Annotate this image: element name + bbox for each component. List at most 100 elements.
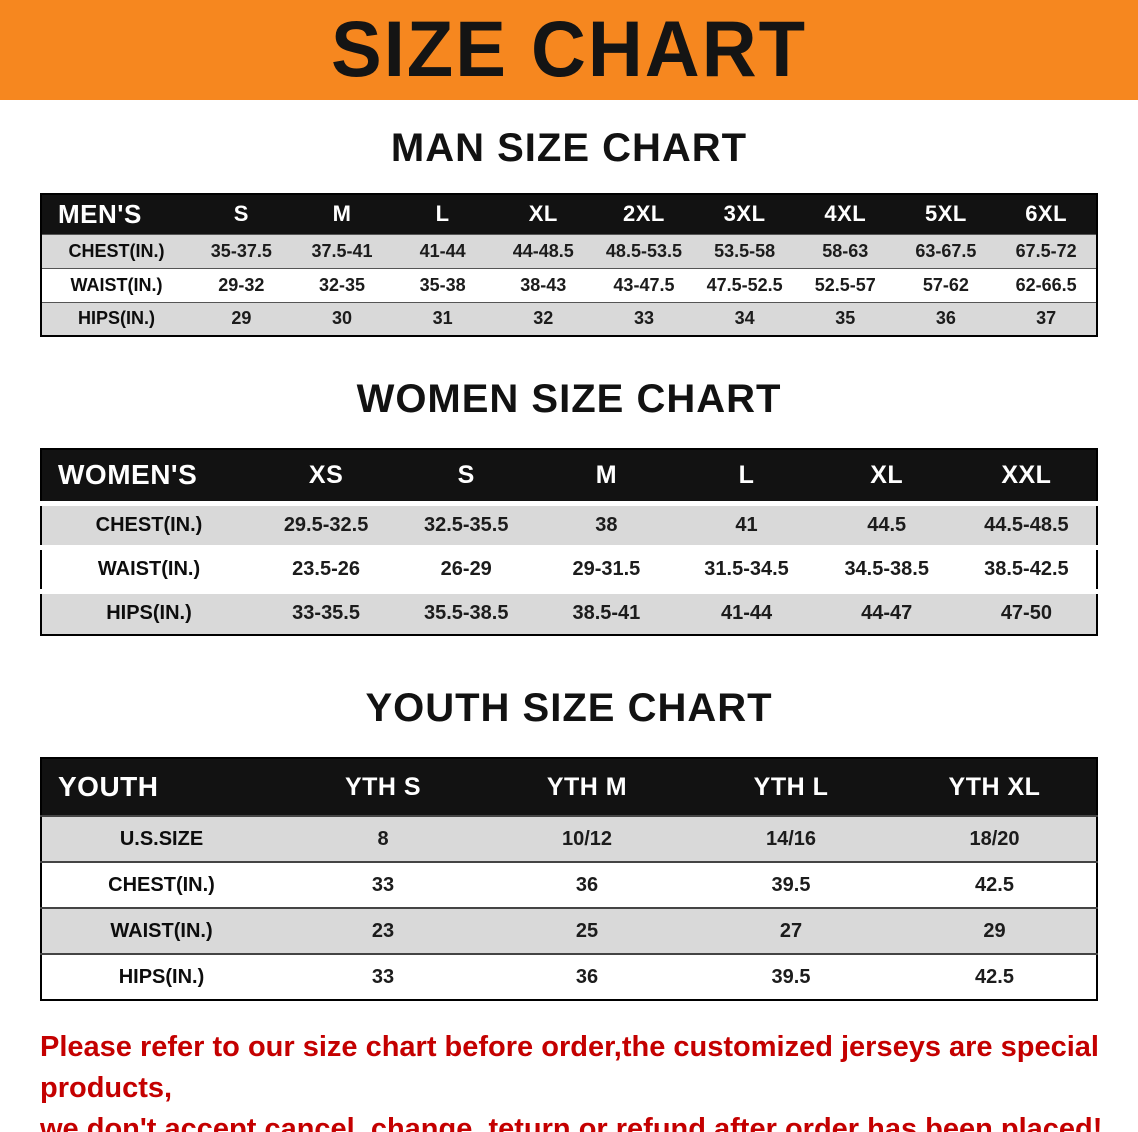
table-row: HIPS(IN.) 33 36 39.5 42.5	[41, 953, 1097, 1000]
size-value-cell: 23.5-26	[256, 544, 397, 591]
row-label-cell: WAIST(IN.)	[41, 907, 281, 954]
row-label-cell: CHEST(IN.)	[41, 500, 256, 547]
size-value-cell: 29-31.5	[536, 544, 677, 591]
size-value-cell: 37.5-41	[291, 233, 393, 268]
size-value-cell: 33	[281, 861, 485, 908]
row-label-cell: HIPS(IN.)	[41, 953, 281, 1000]
disclaimer-note: Please refer to our size chart before or…	[40, 1027, 1108, 1132]
size-chart-banner: SIZE CHART	[0, 0, 1138, 100]
row-label-cell: CHEST(IN.)	[41, 861, 281, 908]
section-heading-youth: YOUTH SIZE CHART	[365, 686, 773, 730]
size-value-cell: 37	[996, 301, 1097, 336]
mens-size-section: MAN SIZE CHART MEN'S S M L XL 2XL 3XL 4XL 5XL 6XL…	[0, 126, 1138, 337]
table-row: WAIST(IN.) 23 25 27 29	[41, 907, 1097, 954]
table-row: WAIST(IN.) 23.5-26 26-29 29-31.5 31.5-34.5 34…	[41, 544, 1097, 591]
size-value-cell: 30	[291, 301, 393, 336]
size-value-cell: 34	[694, 301, 795, 336]
table-header-row: WOMEN'S XS S M L XL XXL	[41, 449, 1097, 503]
womens-size-table: WOMEN'S XS S M L XL XXL CHEST(IN.) 29.5-32.5 32.…	[40, 448, 1098, 636]
size-header-cell: S	[191, 194, 292, 234]
size-header-cell: XL	[492, 194, 594, 234]
size-value-cell: 32.5-35.5	[396, 500, 537, 547]
category-header-cell: MEN'S	[41, 194, 191, 234]
size-value-cell: 33	[593, 301, 695, 336]
size-value-cell: 58-63	[794, 233, 896, 268]
size-value-cell: 27	[689, 907, 893, 954]
youth-size-section: YOUTH SIZE CHART YOUTH YTH S YTH M YTH L YTH…	[0, 686, 1138, 1001]
table-row: HIPS(IN.) 33-35.5 35.5-38.5 38.5-41 41-44 44-…	[41, 588, 1097, 635]
size-header-cell: M	[291, 194, 393, 234]
size-header-cell: YTH L	[689, 758, 893, 816]
table-row: CHEST(IN.) 33 36 39.5 42.5	[41, 861, 1097, 908]
disclaimer-line-2: we don't accept cancel, change, teturn o…	[40, 1113, 1103, 1132]
row-label-cell: HIPS(IN.)	[41, 301, 191, 336]
size-header-cell: YTH XL	[893, 758, 1097, 816]
size-value-cell: 44.5	[816, 500, 957, 547]
size-value-cell: 53.5-58	[694, 233, 795, 268]
size-value-cell: 44.5-48.5	[956, 500, 1097, 547]
size-value-cell: 52.5-57	[794, 267, 896, 302]
size-value-cell: 42.5	[893, 953, 1097, 1000]
size-header-cell: 3XL	[694, 194, 795, 234]
size-header-cell: 6XL	[996, 194, 1097, 234]
size-value-cell: 39.5	[689, 861, 893, 908]
size-value-cell: 29.5-32.5	[256, 500, 397, 547]
size-header-cell: M	[536, 449, 677, 503]
womens-size-section: WOMEN SIZE CHART WOMEN'S XS S M L XL XXL CHEST…	[0, 377, 1138, 636]
size-value-cell: 33-35.5	[256, 588, 397, 635]
size-value-cell: 44-47	[816, 588, 957, 635]
size-value-cell: 32-35	[291, 267, 393, 302]
section-heading-womens: WOMEN SIZE CHART	[356, 377, 782, 421]
row-label-cell: CHEST(IN.)	[41, 233, 191, 268]
size-header-cell: XS	[256, 449, 397, 503]
size-value-cell: 41	[676, 500, 817, 547]
table-row: HIPS(IN.) 29 30 31 32 33 34 35 36 37	[41, 301, 1097, 336]
category-header-cell: YOUTH	[41, 758, 281, 816]
size-value-cell: 31.5-34.5	[676, 544, 817, 591]
size-value-cell: 29	[893, 907, 1097, 954]
disclaimer-line-1: Please refer to our size chart before or…	[40, 1031, 1099, 1105]
size-value-cell: 10/12	[485, 815, 689, 862]
size-value-cell: 38-43	[492, 267, 594, 302]
size-value-cell: 67.5-72	[996, 233, 1097, 268]
size-value-cell: 26-29	[396, 544, 537, 591]
size-value-cell: 29	[191, 301, 292, 336]
size-value-cell: 44-48.5	[492, 233, 594, 268]
youth-size-table: YOUTH YTH S YTH M YTH L YTH XL U.S.SIZE 8 10/1…	[40, 757, 1098, 1001]
size-value-cell: 14/16	[689, 815, 893, 862]
size-value-cell: 48.5-53.5	[593, 233, 695, 268]
size-header-cell: 5XL	[895, 194, 997, 234]
size-value-cell: 33	[281, 953, 485, 1000]
table-header-row: MEN'S S M L XL 2XL 3XL 4XL 5XL 6XL	[41, 194, 1097, 234]
size-value-cell: 47-50	[956, 588, 1097, 635]
size-value-cell: 36	[895, 301, 997, 336]
size-value-cell: 42.5	[893, 861, 1097, 908]
size-value-cell: 34.5-38.5	[816, 544, 957, 591]
size-header-cell: S	[396, 449, 537, 503]
table-header-row: YOUTH YTH S YTH M YTH L YTH XL	[41, 758, 1097, 816]
size-header-cell: YTH M	[485, 758, 689, 816]
size-value-cell: 29-32	[191, 267, 292, 302]
size-value-cell: 62-66.5	[996, 267, 1097, 302]
mens-size-table: MEN'S S M L XL 2XL 3XL 4XL 5XL 6XL CHEST(IN.) 35-3…	[40, 193, 1098, 337]
size-value-cell: 57-62	[895, 267, 997, 302]
row-label-cell: HIPS(IN.)	[41, 588, 256, 635]
table-row: U.S.SIZE 8 10/12 14/16 18/20	[41, 815, 1097, 862]
size-value-cell: 31	[392, 301, 493, 336]
table-row: CHEST(IN.) 29.5-32.5 32.5-35.5 38 41 44.5 44.5…	[41, 500, 1097, 547]
size-value-cell: 35-38	[392, 267, 493, 302]
size-value-cell: 36	[485, 861, 689, 908]
size-value-cell: 8	[281, 815, 485, 862]
size-value-cell: 35.5-38.5	[396, 588, 537, 635]
size-value-cell: 39.5	[689, 953, 893, 1000]
size-header-cell: L	[676, 449, 817, 503]
size-header-cell: L	[392, 194, 493, 234]
banner-title: SIZE CHART	[331, 5, 807, 94]
size-value-cell: 38.5-41	[536, 588, 677, 635]
size-header-cell: 2XL	[593, 194, 695, 234]
table-row: CHEST(IN.) 35-37.5 37.5-41 41-44 44-48.5 48.5…	[41, 233, 1097, 268]
size-header-cell: 4XL	[794, 194, 896, 234]
size-value-cell: 35-37.5	[191, 233, 292, 268]
row-label-cell: WAIST(IN.)	[41, 544, 256, 591]
size-header-cell: XL	[816, 449, 957, 503]
